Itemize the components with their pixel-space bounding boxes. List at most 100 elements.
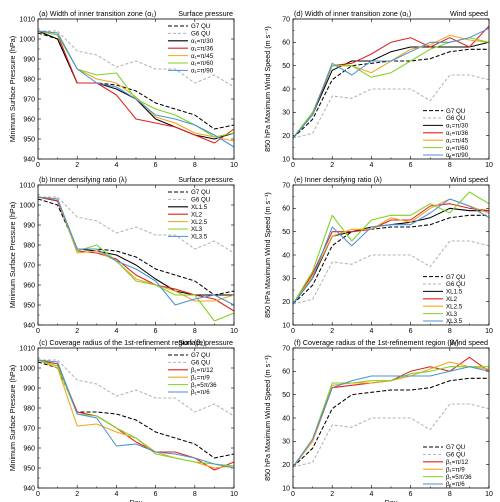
legend-label: β₁=π/9 xyxy=(446,466,465,473)
legend-label: G6 QU xyxy=(446,452,465,459)
y-tick-label: 40 xyxy=(282,415,290,422)
y-axis-label: 850 hPa Maximum Wind Speed (m s⁻¹) xyxy=(263,355,272,481)
panel-variable-label: Surface pressure xyxy=(178,9,233,18)
x-tick-label: 10 xyxy=(230,328,238,335)
plot-frame xyxy=(292,184,490,326)
x-tick-label: 8 xyxy=(193,491,197,498)
y-tick-label: 980 xyxy=(23,76,35,83)
x-tick-label: 4 xyxy=(369,491,373,498)
panel-title: (c) Coverage radius of the 1st-refinemen… xyxy=(39,338,205,347)
series-line xyxy=(292,377,489,468)
y-tick-label: 40 xyxy=(282,86,290,93)
legend-label: G6 QU xyxy=(191,360,210,367)
legend-label: XL1.5 xyxy=(446,289,463,296)
x-tick-label: 6 xyxy=(154,328,158,335)
x-tick-label: 6 xyxy=(154,491,158,498)
legend-label: G6 QU xyxy=(446,281,465,288)
y-axis-label: 850 hPa Maximum Wind Speed (m s⁻¹) xyxy=(263,26,272,152)
y-tick-label: 950 xyxy=(23,302,35,309)
series-line xyxy=(37,196,235,302)
x-tick-label: 2 xyxy=(75,328,79,335)
y-tick-label: 60 xyxy=(282,206,290,213)
y-tick-label: 1010 xyxy=(19,182,35,189)
series-line xyxy=(292,198,490,305)
legend-label: α₁=π/45 xyxy=(446,137,469,144)
y-tick-label: 10 xyxy=(282,322,290,329)
series-line xyxy=(38,196,235,254)
x-tick-label: 10 xyxy=(485,491,493,498)
legend-label: G7 QU xyxy=(446,274,465,281)
legend-label: α₁=π/45 xyxy=(191,53,214,60)
y-tick-label: 10 xyxy=(282,156,290,163)
panel-title: (b) Inner densifying ratio (λ) xyxy=(39,175,127,184)
y-tick-label: 960 xyxy=(23,282,35,289)
x-tick-label: 6 xyxy=(154,162,158,169)
x-tick-label: 2 xyxy=(330,162,334,169)
panel-title: (a) Width of inner transition zone (α₁) xyxy=(39,9,156,18)
y-tick-label: 30 xyxy=(282,439,290,446)
series-line xyxy=(37,198,235,296)
y-axis-label: Minimum Surface Pressure (hPa) xyxy=(8,365,17,471)
y-axis-label: 850 hPa Maximum Wind Speed (m s⁻¹) xyxy=(263,192,272,318)
series-line xyxy=(37,359,235,469)
y-tick-label: 980 xyxy=(23,242,35,249)
legend-label: XL3 xyxy=(446,311,458,318)
panel-title: (f) Coverage radius of the 1st-refinemen… xyxy=(294,338,459,347)
legend-label: β₁=π/12 xyxy=(446,459,469,466)
y-tick-label: 70 xyxy=(282,16,290,23)
legend-label: β₁=π/12 xyxy=(191,367,214,374)
y-tick-label: 960 xyxy=(23,116,35,123)
y-tick-label: 30 xyxy=(282,110,290,117)
y-tick-label: 990 xyxy=(23,385,35,392)
y-tick-label: 60 xyxy=(282,369,290,376)
panel-title: (d) Width of inner transition zone (α₁) xyxy=(294,9,411,18)
x-tick-label: 0 xyxy=(291,328,295,335)
panel-title: (e) Inner densifying ratio (λ) xyxy=(294,175,382,184)
y-tick-label: 1000 xyxy=(19,365,35,372)
y-axis-label: Minimum Surface Pressure (hPa) xyxy=(8,202,17,308)
y-tick-label: 1010 xyxy=(19,16,35,23)
legend-label: XL3 xyxy=(191,226,203,233)
legend-label: G7 QU xyxy=(191,352,210,359)
y-tick-label: 1000 xyxy=(19,202,35,209)
x-tick-label: 4 xyxy=(114,162,118,169)
series-line xyxy=(292,191,490,305)
chart-panel-5: (c) Coverage radius of the 1st-refinemen… xyxy=(8,338,238,502)
plot-frame xyxy=(37,184,235,326)
legend-label: G6 QU xyxy=(191,197,210,204)
series-line xyxy=(292,41,490,139)
series-line xyxy=(292,366,490,468)
x-tick-label: 10 xyxy=(230,162,238,169)
series-line xyxy=(38,30,235,88)
series-line xyxy=(37,196,235,312)
plot-frame xyxy=(292,347,490,489)
legend-label: β₁=5π/36 xyxy=(191,382,217,389)
legend-label: β₁=5π/36 xyxy=(446,474,472,481)
y-tick-label: 50 xyxy=(282,63,290,70)
series-line xyxy=(292,214,489,305)
chart-panel-3: (b) Inner densifying ratio (λ) Surface pr… xyxy=(8,175,238,335)
x-tick-label: 2 xyxy=(75,491,79,498)
x-tick-label: 2 xyxy=(330,491,334,498)
y-tick-label: 50 xyxy=(282,392,290,399)
legend-label: XL2.5 xyxy=(446,303,463,310)
x-tick-label: 0 xyxy=(36,491,40,498)
legend-label: G7 QU xyxy=(191,23,210,30)
legend-label: XL2 xyxy=(191,211,203,218)
y-tick-label: 940 xyxy=(23,322,35,329)
y-tick-label: 60 xyxy=(282,40,290,47)
y-axis-label: Minimum Surface Pressure (hPa) xyxy=(8,36,17,142)
legend-label: XL2 xyxy=(446,296,458,303)
y-tick-label: 980 xyxy=(23,405,35,412)
x-tick-label: 10 xyxy=(230,491,238,498)
plot-frame xyxy=(37,347,235,489)
legend-label: G7 QU xyxy=(191,189,210,196)
legend-label: G7 QU xyxy=(446,444,465,451)
plot-frame xyxy=(37,18,235,160)
y-tick-label: 970 xyxy=(23,425,35,432)
x-tick-label: 10 xyxy=(485,162,493,169)
x-tick-label: 0 xyxy=(36,328,40,335)
x-tick-label: 6 xyxy=(409,491,413,498)
